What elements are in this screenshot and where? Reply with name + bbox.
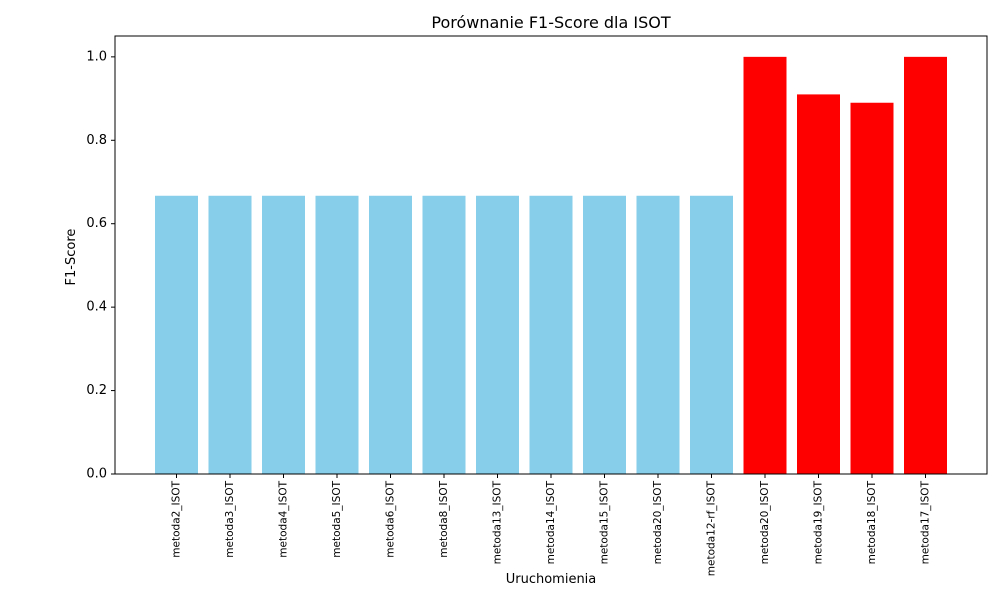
bar-13 <box>797 94 840 475</box>
x-tick-label: metoda4_ISOT <box>278 480 290 557</box>
x-tick-label: metoda2_ISOT <box>171 480 183 557</box>
x-tick-label: metoda8_ISOT <box>438 480 450 557</box>
x-tick-label: metoda14_ISOT <box>545 480 557 564</box>
x-tick-label: metoda17_ISOT <box>920 480 932 564</box>
bar-7 <box>476 195 519 474</box>
bar-11 <box>690 195 733 474</box>
x-tick-label: metoda18_ISOT <box>866 480 878 564</box>
bar-14 <box>850 102 894 474</box>
bar-12 <box>743 56 787 474</box>
y-tick-label: 0.6 <box>86 216 107 231</box>
x-tick-label: metoda19_ISOT <box>813 480 825 564</box>
x-tick-label: metoda20_ISOT <box>759 480 771 564</box>
x-tick-label: metoda12-rf_ISOT <box>706 480 718 576</box>
x-axis: metoda2_ISOT metoda3_ISOT metoda4_ISOT meto… <box>171 474 932 576</box>
y-tick-label: 0.2 <box>86 383 107 398</box>
y-tick-label: 1.0 <box>86 49 107 64</box>
bar-2 <box>208 195 252 474</box>
bar-15 <box>904 56 947 474</box>
bar-10 <box>636 195 680 474</box>
x-tick-label: metoda6_ISOT <box>385 480 397 557</box>
x-tick-label: metoda3_ISOT <box>224 480 236 557</box>
bar-1 <box>155 195 198 474</box>
y-tick-label: 0.8 <box>86 133 107 148</box>
x-axis-label: Uruchomienia <box>506 572 597 587</box>
bar-8 <box>529 195 573 474</box>
bar-6 <box>422 195 466 474</box>
bar-9 <box>583 195 626 474</box>
x-tick-label: metoda20_ISOT <box>652 480 664 564</box>
x-tick-label: metoda5_ISOT <box>331 480 343 557</box>
x-tick-label: metoda13_ISOT <box>492 480 504 564</box>
chart-title: Porównanie F1-Score dla ISOT <box>431 13 670 32</box>
bars-group <box>155 56 947 475</box>
y-axis-label: F1-Score <box>64 229 79 286</box>
bar-3 <box>262 195 305 474</box>
bar-5 <box>369 195 412 474</box>
y-axis: 0.0 0.2 0.4 0.6 0.8 1.0 <box>86 49 115 482</box>
x-tick-label: metoda15_ISOT <box>599 480 611 564</box>
y-tick-label: 0.4 <box>86 300 107 315</box>
bar-4 <box>315 195 359 474</box>
plot-frame <box>114 35 988 475</box>
y-tick-label: 0.0 <box>86 467 107 482</box>
